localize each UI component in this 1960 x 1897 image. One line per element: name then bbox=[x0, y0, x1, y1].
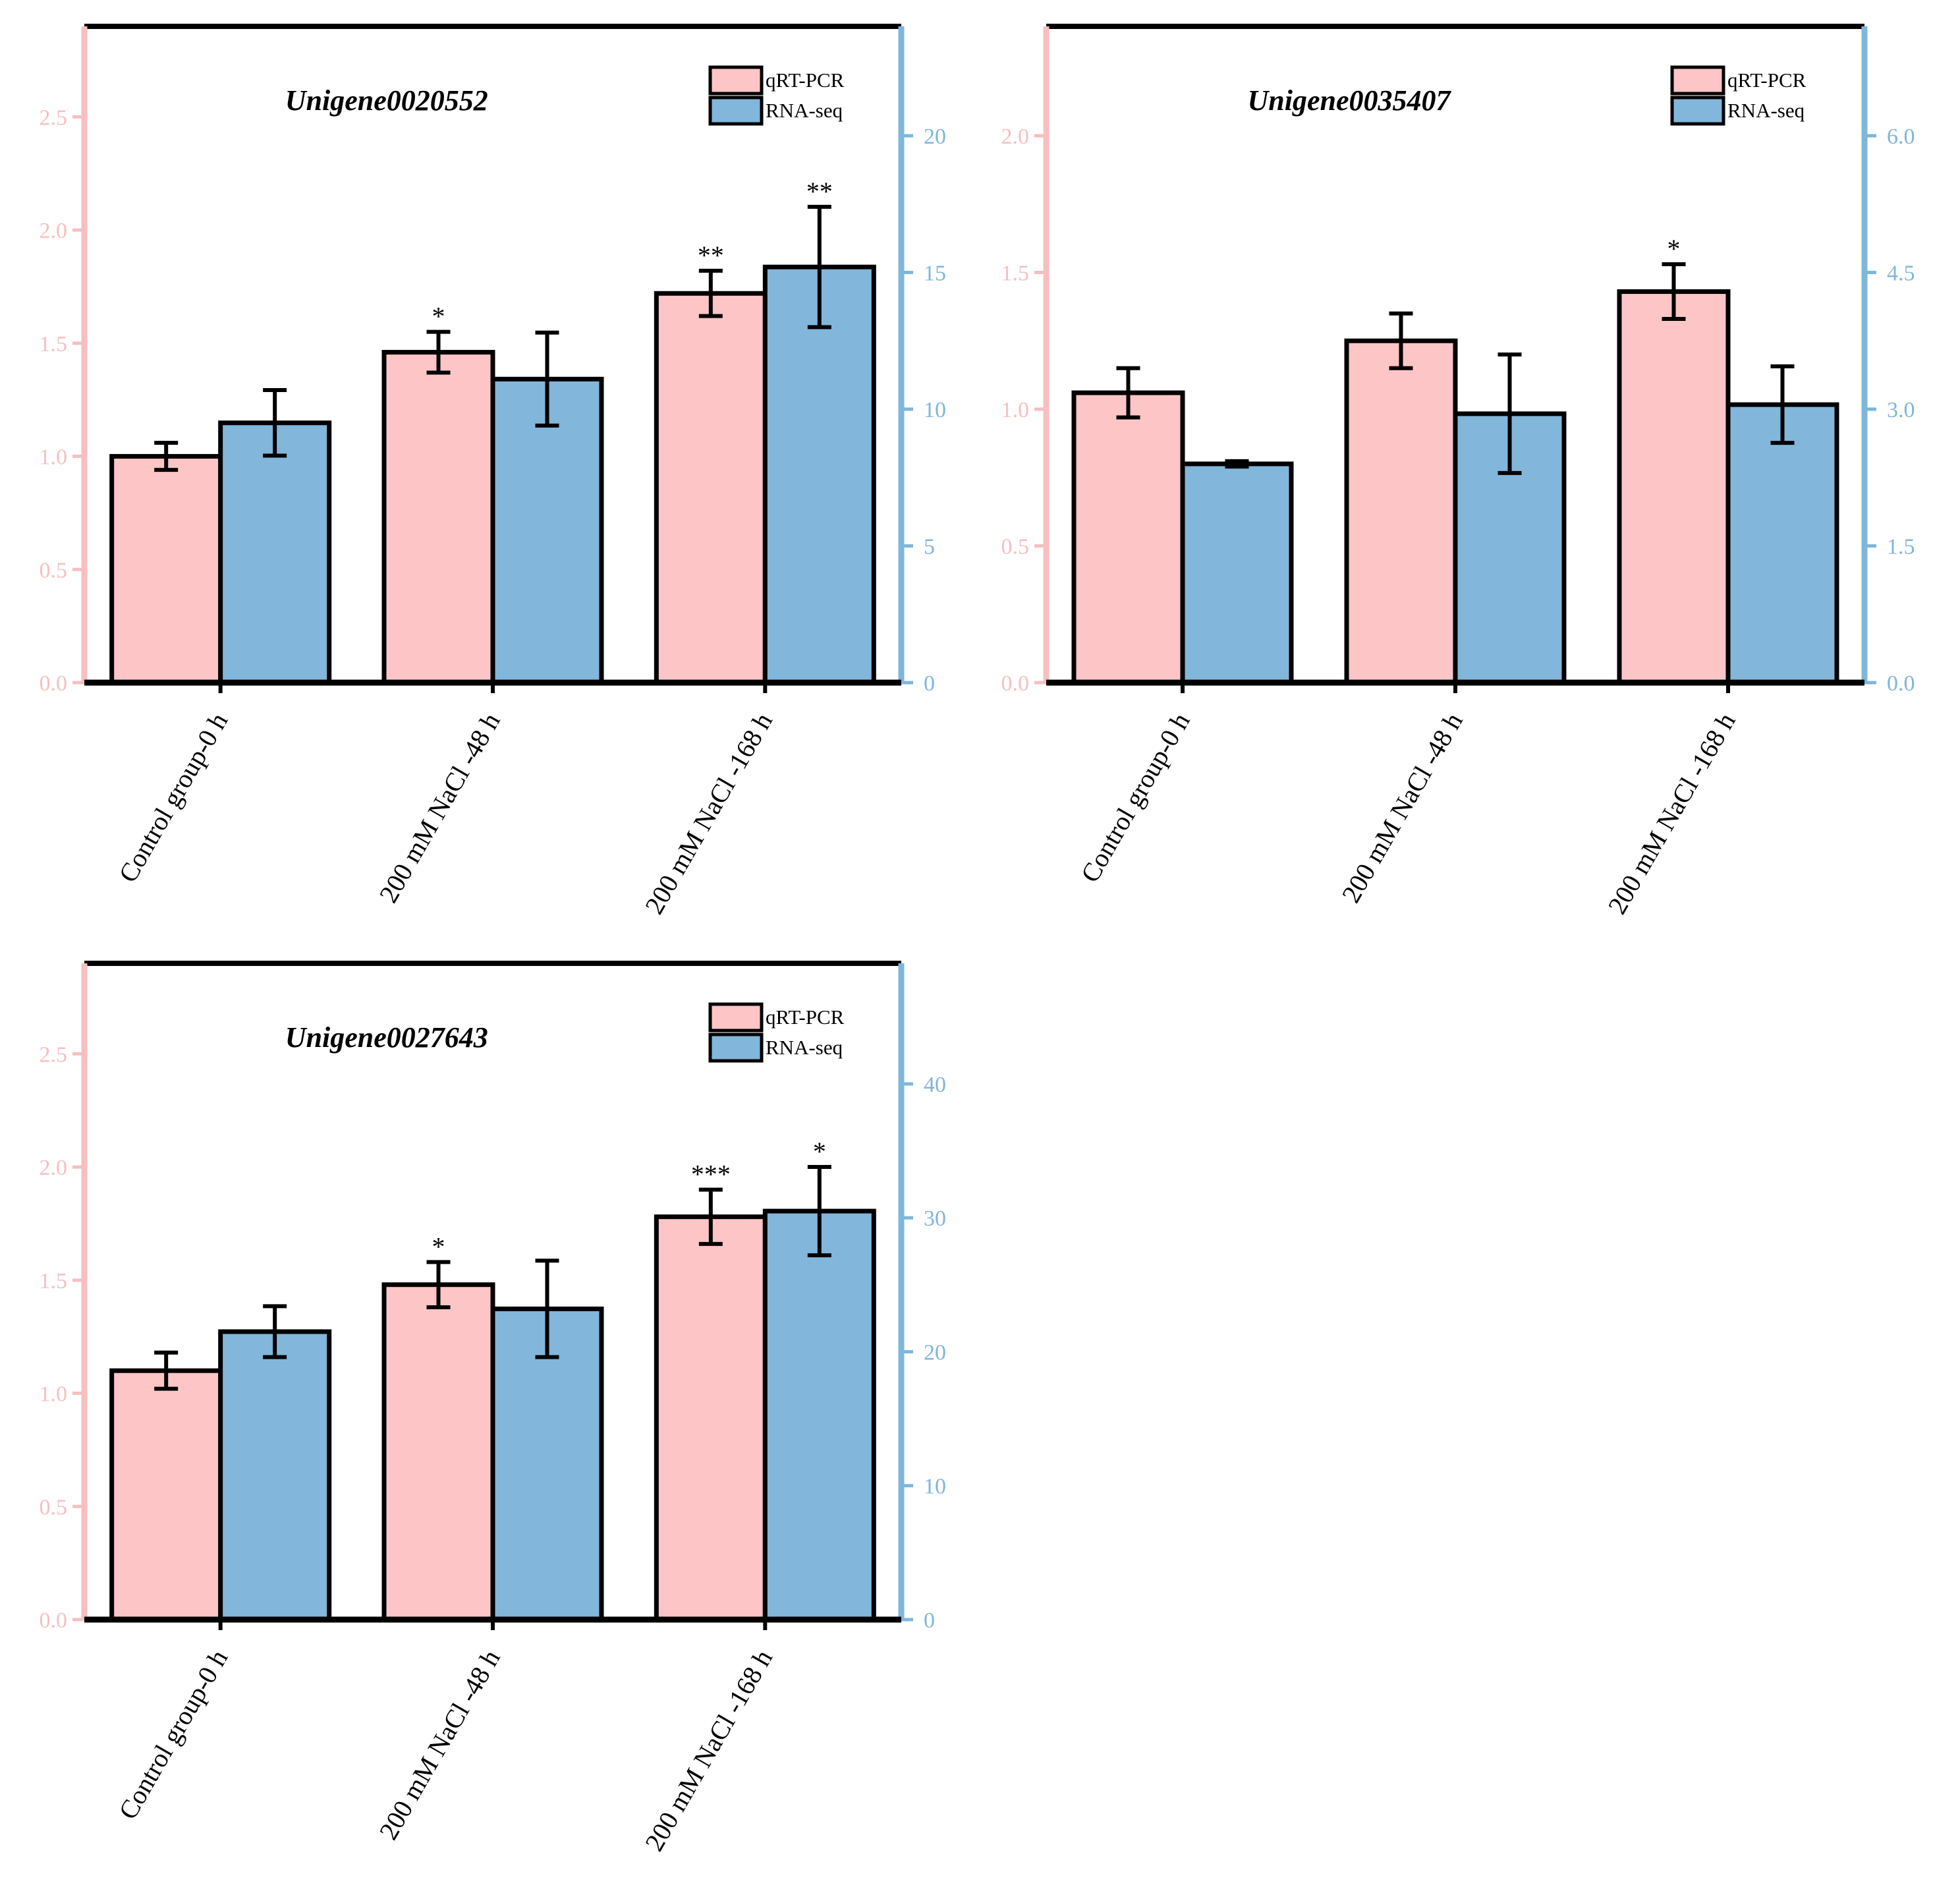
significance-marker: * bbox=[813, 1137, 826, 1166]
right-tick-label: 10 bbox=[924, 1475, 946, 1499]
right-tick-label: 20 bbox=[924, 1340, 946, 1365]
left-tick-label: 2.5 bbox=[40, 1042, 68, 1067]
rna-seq-bar bbox=[218, 1329, 332, 1622]
right-tick-label: 10 bbox=[924, 398, 946, 422]
legend-label: RNA-seq bbox=[1727, 99, 1805, 122]
legend-qrt-pcr-swatch bbox=[708, 1002, 764, 1033]
panel-title: Unigene0035407 bbox=[1248, 84, 1452, 117]
left-tick-label: 2.0 bbox=[1001, 125, 1030, 149]
legend-qrt-pcr-swatch bbox=[708, 65, 764, 96]
chart-panel-3: 0.0 0.5 1.0 1.5 2.0 2.5 0 10 20 30 40 Control group… bbox=[40, 961, 946, 1856]
qrt-pcr-bar bbox=[1344, 338, 1458, 685]
left-tick-label: 0.0 bbox=[1001, 671, 1030, 696]
rna-seq-bar bbox=[1725, 402, 1839, 685]
category-label: 200 mM NaCl -168 h bbox=[1602, 708, 1741, 919]
right-tick-label: 3.0 bbox=[1887, 398, 1915, 422]
significance-marker: *** bbox=[691, 1159, 731, 1189]
rna-seq-bar bbox=[490, 1306, 604, 1622]
right-tick-label: 0 bbox=[924, 1608, 935, 1633]
left-tick-label: 0.5 bbox=[40, 1495, 68, 1519]
rna-seq-bar bbox=[1180, 461, 1294, 685]
right-tick-label: 30 bbox=[924, 1206, 946, 1231]
left-tick-label: 1.5 bbox=[1001, 262, 1030, 286]
significance-marker: * bbox=[432, 302, 445, 331]
legend-label: qRT-PCR bbox=[766, 69, 845, 92]
qrt-pcr-bar bbox=[381, 350, 495, 685]
significance-marker: * bbox=[1667, 234, 1681, 264]
panel-title: Unigene0027643 bbox=[285, 1021, 488, 1054]
left-tick-label: 1.5 bbox=[40, 1269, 68, 1293]
rna-seq-bar bbox=[218, 420, 332, 685]
legend-label: RNA-seq bbox=[766, 99, 843, 122]
qrt-pcr-bar bbox=[109, 1368, 223, 1622]
right-tick-label: 4.5 bbox=[1887, 262, 1915, 286]
qrt-pcr-bar bbox=[381, 1282, 495, 1622]
legend-rna-seq-swatch bbox=[1670, 96, 1725, 126]
right-tick-label: 1.5 bbox=[1887, 535, 1915, 559]
legend-qrt-pcr-swatch bbox=[1670, 65, 1725, 96]
right-tick-label: 5 bbox=[924, 535, 935, 559]
qrt-pcr-bar bbox=[654, 291, 768, 685]
category-label: 200 mM NaCl -168 h bbox=[639, 708, 778, 919]
left-tick-label: 1.0 bbox=[1001, 398, 1030, 422]
significance-marker: ** bbox=[698, 241, 724, 270]
left-tick-label: 1.0 bbox=[40, 445, 68, 470]
right-tick-label: 0 bbox=[924, 671, 935, 696]
qrt-pcr-bar bbox=[654, 1214, 768, 1622]
right-tick-label: 6.0 bbox=[1887, 125, 1915, 149]
category-label: Control group-0 h bbox=[113, 708, 233, 888]
rna-seq-bar bbox=[762, 264, 876, 685]
qrt-pcr-bar bbox=[1617, 289, 1731, 685]
category-label: 200 mM NaCl -48 h bbox=[374, 1645, 506, 1844]
left-tick-label: 2.0 bbox=[40, 219, 68, 243]
category-label: 200 mM NaCl -48 h bbox=[1336, 708, 1469, 907]
legend-label: qRT-PCR bbox=[766, 1005, 845, 1029]
rna-seq-bar bbox=[490, 376, 604, 685]
right-tick-label: 20 bbox=[924, 125, 946, 149]
significance-marker: * bbox=[432, 1232, 445, 1261]
category-label: Control group-0 h bbox=[113, 1645, 233, 1825]
legend-label: RNA-seq bbox=[766, 1036, 843, 1059]
right-tick-label: 0.0 bbox=[1887, 671, 1915, 696]
significance-marker: ** bbox=[806, 177, 833, 206]
right-tick-label: 15 bbox=[924, 262, 946, 286]
chart-panel-2: 0.0 0.5 1.0 1.5 2.0 0.0 1.5 3.0 4.5 6.0 Control gr… bbox=[1001, 24, 1915, 919]
legend-label: qRT-PCR bbox=[1727, 69, 1806, 92]
left-tick-label: 2.5 bbox=[40, 105, 68, 130]
legend-rna-seq-swatch bbox=[708, 96, 764, 126]
legend-rna-seq-swatch bbox=[708, 1033, 764, 1063]
category-label: Control group-0 h bbox=[1075, 708, 1195, 888]
left-tick-label: 0.0 bbox=[40, 1608, 68, 1633]
left-tick-label: 0.5 bbox=[40, 558, 68, 582]
panel-title: Unigene0020552 bbox=[285, 84, 488, 117]
qrt-pcr-bar bbox=[1071, 390, 1185, 685]
left-tick-label: 0.0 bbox=[40, 671, 68, 696]
category-label: 200 mM NaCl -48 h bbox=[374, 708, 506, 907]
qrt-pcr-bar bbox=[109, 454, 223, 685]
left-tick-label: 1.0 bbox=[40, 1382, 68, 1407]
rna-seq-bar bbox=[762, 1208, 876, 1622]
left-tick-label: 1.5 bbox=[40, 332, 68, 356]
left-tick-label: 0.5 bbox=[1001, 535, 1030, 559]
chart-panel-1: 0.0 0.5 1.0 1.5 2.0 2.5 0 5 10 15 20 Control group-… bbox=[40, 24, 946, 919]
category-label: 200 mM NaCl -168 h bbox=[639, 1645, 778, 1856]
right-tick-label: 40 bbox=[924, 1073, 946, 1097]
left-tick-label: 2.0 bbox=[40, 1156, 68, 1180]
